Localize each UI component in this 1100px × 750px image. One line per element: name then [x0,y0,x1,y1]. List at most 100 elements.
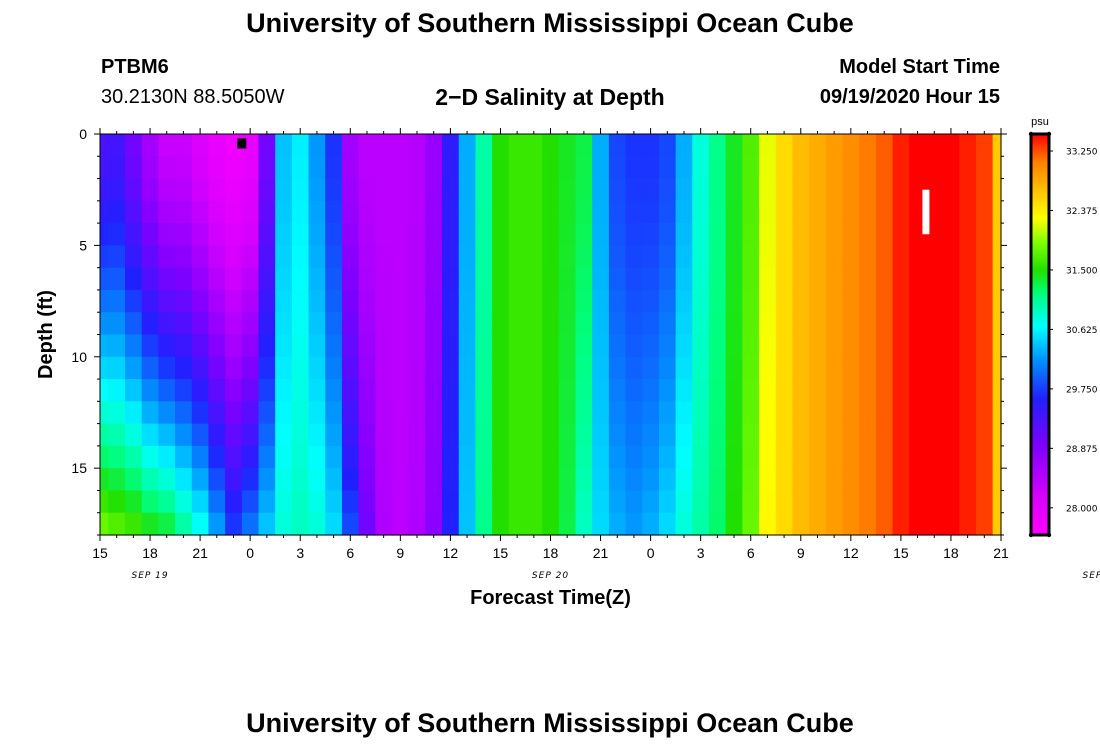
heatmap-cell [625,289,643,313]
heatmap-cell [542,423,560,447]
heatmap-cell [175,468,193,492]
heatmap-cell [125,134,143,157]
heatmap-cell [375,512,393,536]
heatmap-cell [275,312,293,336]
heatmap-cell [658,401,677,425]
heatmap-cell [692,178,710,202]
heatmap-cell [158,334,176,358]
heatmap-cell [492,490,510,514]
heatmap-cell [325,423,343,447]
heatmap-cell [100,423,109,447]
heatmap-cell [125,512,143,536]
heatmap-cell [742,223,760,246]
heatmap-cell [141,156,159,180]
heatmap-cell [458,245,477,269]
heatmap-cell [108,312,126,336]
heatmap-cell [508,423,527,447]
heatmap-cell [175,267,193,291]
x-tick-label: 15 [893,545,909,561]
heatmap-cell [675,223,693,246]
heatmap-cell [992,223,1002,246]
heatmap-cell [692,223,710,246]
colorbar-gradient [1029,132,1051,537]
heatmap-cell [925,156,944,180]
heatmap-cell [391,134,410,157]
heatmap-cell [308,245,326,269]
heatmap-cell [709,379,727,402]
heatmap-cell [592,445,610,469]
x-tick-label: 18 [943,545,959,561]
heatmap-cell [375,312,393,336]
heatmap-cell [275,134,293,157]
x-tick-label: 0 [246,545,254,561]
heatmap-cell [775,200,794,224]
colorbar-tick-label: 30.625 [1066,326,1098,336]
heatmap-cell [358,156,376,180]
heatmap-cell [725,178,743,202]
colorbar-tick-label: 28.000 [1066,504,1098,514]
x-tick-label: 21 [593,545,609,561]
heatmap-cell [709,289,727,313]
heatmap-cell [625,423,643,447]
heatmap-cell [141,312,159,336]
heatmap-cell [775,512,794,536]
heatmap-cell [542,401,560,425]
heatmap-cell [792,490,810,514]
heatmap-cell [341,401,360,425]
heatmap-cell [842,423,860,447]
heatmap-cell [625,223,643,246]
heatmap-cell [258,223,276,246]
heatmap-cell [842,468,860,492]
heatmap-cell [975,512,994,536]
heatmap-cell [458,267,477,291]
heatmap-cell [108,334,126,358]
heatmap-cell [942,267,960,291]
heatmap-cell [358,200,376,224]
heatmap-cell [508,379,527,402]
heatmap-cell [759,334,777,358]
y-axis-title: Depth (ft) [35,290,57,379]
heatmap-cell [925,445,944,469]
heatmap-cell [892,156,910,180]
heatmap-cell [175,423,193,447]
heatmap-cell [742,490,760,514]
heatmap-cell [158,401,176,425]
heatmap-cell [100,134,109,157]
heatmap-cell [258,401,276,425]
heatmap-cell [575,468,593,492]
heatmap-cell [291,200,310,224]
heatmap-cell [208,134,226,157]
heatmap-cell [642,200,660,224]
heatmap-cell [275,334,293,358]
heatmap-cell [158,245,176,269]
heatmap-cell [675,178,693,202]
heatmap-cell [425,379,443,402]
heatmap-cell [992,423,1002,447]
heatmap-cell [558,490,577,514]
heatmap-cell [158,200,176,224]
heatmap-cell [575,312,593,336]
heatmap-cell [258,445,276,469]
heatmap-cell [442,356,460,380]
heatmap-cell [825,334,844,358]
heatmap-cell [592,289,610,313]
heatmap-cell [108,379,126,402]
heatmap-cell [475,289,493,313]
station-id: PTBM6 [101,56,169,78]
heatmap-cell [925,512,944,536]
heatmap-cell [892,468,910,492]
heatmap-cell [241,312,260,336]
heatmap-cell [458,490,477,514]
heatmap-cell [492,223,510,246]
heatmap-cell [792,468,810,492]
heatmap-cell [225,156,243,180]
heatmap-cell [875,200,894,224]
heatmap-cell [158,156,176,180]
heatmap-cell [859,356,877,380]
page-title: University of Southern Mississippi Ocean… [246,8,854,38]
heatmap-cell [125,289,143,313]
heatmap-cell [241,156,260,180]
heatmap-cell [709,134,727,157]
heatmap-cell [291,512,310,536]
heatmap-cell [558,267,577,291]
